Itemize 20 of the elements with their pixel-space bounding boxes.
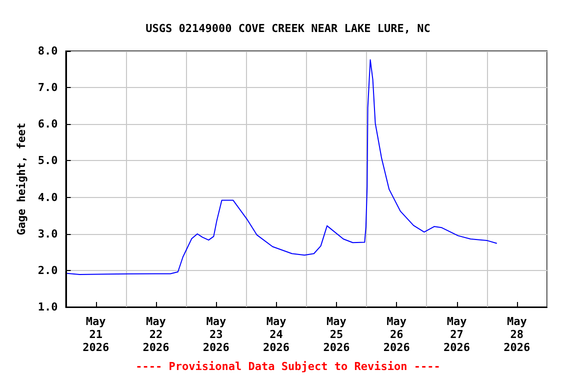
y-tick-label: 8.0 xyxy=(38,44,58,58)
x-tick-label: May 25 2026 xyxy=(323,315,350,354)
x-tick-label: May 21 2026 xyxy=(82,315,110,354)
x-tick-label: May 23 2026 xyxy=(202,315,230,354)
y-axis-title: Gage height, feet xyxy=(15,122,28,236)
text: ---- Provisional Data Subject to Revision ---- xyxy=(136,360,440,373)
y-tick-label: 3.0 xyxy=(38,227,58,240)
y-tick-label: 7.0 xyxy=(38,81,58,94)
y-tick-label: 1.0 xyxy=(38,300,58,314)
y-tick-label: 2.0 xyxy=(38,264,58,277)
line-series xyxy=(66,59,498,275)
x-tick-label: May 26 2026 xyxy=(383,315,410,354)
y-tick-label: 5.0 xyxy=(38,154,58,168)
x-tick-label: May 28 2026 xyxy=(504,315,531,354)
x-tick-label: May 24 2026 xyxy=(263,315,290,354)
x-tick-label: May 27 2026 xyxy=(444,315,470,354)
y-tick-label: 4.0 xyxy=(38,190,58,204)
chart-title: USGS 02149000 COVE CREEK NEAR LAKE LURE, NC xyxy=(146,22,430,35)
y-tick-label: 6.0 xyxy=(38,118,58,131)
x-tick-label: May 22 2026 xyxy=(142,315,170,354)
